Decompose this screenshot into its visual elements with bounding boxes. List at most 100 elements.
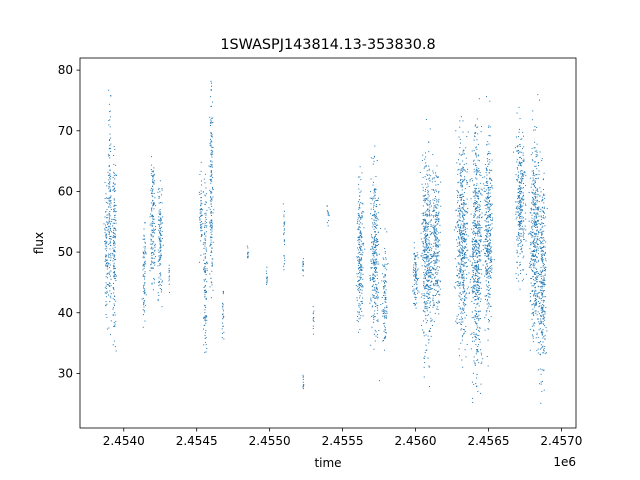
data-point [519,143,521,145]
data-point [199,219,201,221]
data-point [424,277,426,279]
data-point [112,272,114,274]
data-point [474,163,476,165]
data-point [475,353,477,355]
data-point [377,219,379,221]
data-point [424,269,426,271]
data-point [160,291,162,293]
data-point [476,223,478,225]
data-point [422,176,424,178]
data-point [474,240,476,242]
data-point [358,268,360,270]
data-point [458,210,460,212]
data-point [523,146,525,148]
data-point [151,190,153,192]
data-point [437,309,439,311]
data-point [544,246,546,248]
data-point [361,217,363,219]
data-point [429,268,431,270]
data-point [463,252,465,254]
data-point [108,206,110,208]
data-point [438,300,440,302]
data-point [520,187,522,188]
data-point [418,291,420,293]
data-point [534,259,536,261]
data-point [517,180,518,182]
data-point [538,306,540,308]
data-point [428,242,430,244]
data-point [541,300,543,302]
data-point [376,238,378,240]
data-point [211,251,213,253]
data-point [488,231,490,233]
data-point [461,248,463,250]
data-point [210,145,212,147]
data-point [312,318,314,320]
data-point [429,212,431,214]
data-point [161,234,163,236]
data-point [143,302,145,304]
data-point [143,257,145,259]
data-point [204,285,206,287]
data-point [471,248,473,250]
data-point [204,243,206,245]
data-point [373,262,375,264]
data-point [200,227,202,229]
data-point [485,200,487,202]
data-point [359,304,361,306]
data-point [458,321,460,323]
data-point [384,313,386,315]
data-point [462,255,464,257]
data-point [540,274,542,276]
data-point [476,196,478,198]
data-point [543,278,545,280]
data-point [143,265,145,267]
data-point [531,334,533,336]
data-point [486,245,488,247]
data-point [385,299,387,301]
data-point [478,268,480,270]
data-point [434,209,436,211]
data-point [416,288,418,290]
data-point [426,258,428,260]
data-point [489,100,491,102]
data-point [372,208,374,210]
data-point [371,237,373,239]
data-point [107,223,109,225]
data-point [370,262,372,264]
data-point [205,351,207,353]
data-point [472,251,474,253]
data-point [433,227,435,229]
data-point [204,312,206,314]
data-point [149,270,151,272]
data-point [458,263,460,265]
data-point [467,259,469,261]
data-point [358,279,360,281]
data-point [168,264,170,266]
data-point [474,336,476,338]
data-point [429,274,431,276]
data-point [489,296,491,298]
data-point [437,272,439,274]
data-point [113,232,115,234]
data-point [415,262,417,264]
data-point [371,234,372,236]
data-point [533,216,535,218]
data-point [519,264,521,266]
data-point [432,231,434,233]
data-point [105,287,107,289]
data-point [475,315,477,317]
data-point [360,283,362,285]
data-point [521,191,523,193]
data-point [435,261,437,263]
data-point [478,314,480,316]
data-point [200,211,202,213]
data-point [542,314,544,316]
data-point [427,214,429,216]
data-point [429,302,431,304]
data-point [435,220,437,222]
data-point [519,118,521,120]
data-point [517,205,519,207]
data-point [536,155,538,157]
data-point [485,221,487,223]
